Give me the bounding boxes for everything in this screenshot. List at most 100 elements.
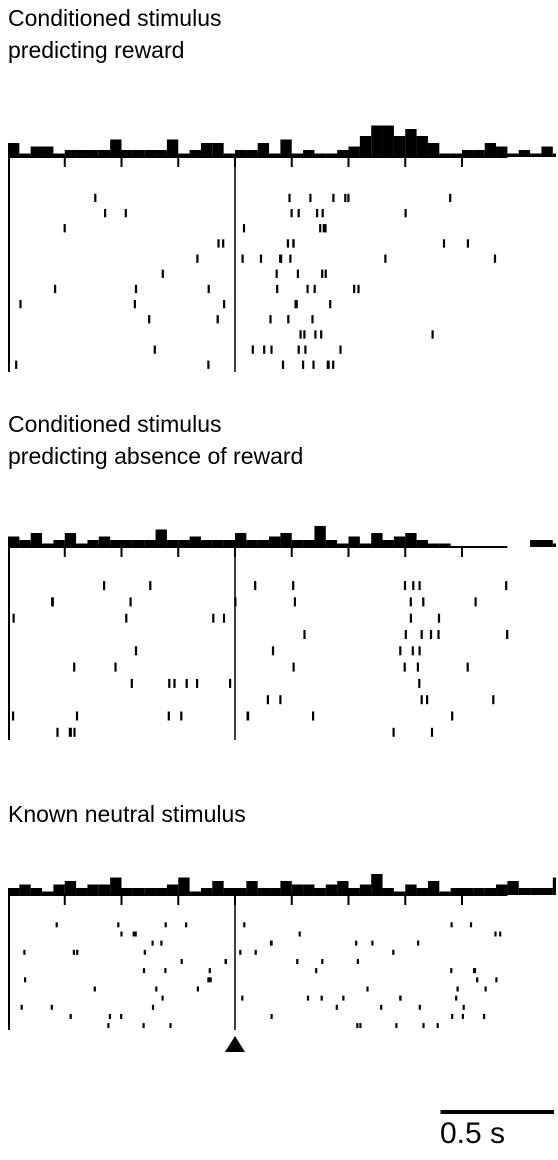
spike-tick <box>483 1014 486 1019</box>
spike-tick <box>222 239 225 248</box>
psth-bar <box>42 891 54 895</box>
spike-tick <box>107 1023 110 1029</box>
spike-tick <box>411 646 414 656</box>
psth-bar <box>30 888 43 895</box>
spike-tick <box>296 269 299 278</box>
spike-tick <box>167 711 170 721</box>
spike-tick <box>69 1014 72 1019</box>
spike-tick <box>148 315 151 324</box>
spike-tick <box>437 613 441 623</box>
spike-tick <box>314 330 317 339</box>
spike-tick <box>120 931 123 937</box>
spike-tick <box>133 300 136 309</box>
spike-tick <box>269 315 272 324</box>
psth-bar <box>382 125 394 157</box>
psth-bar <box>132 150 145 157</box>
spike-tick <box>180 711 183 721</box>
psth-bar <box>348 888 360 895</box>
psth-bar <box>496 146 508 157</box>
spike-tick <box>217 239 220 248</box>
psth-bar <box>325 153 338 157</box>
psth-bar <box>235 888 247 895</box>
psth-bar <box>518 888 531 895</box>
spike-tick <box>281 360 285 369</box>
spike-tick <box>395 1023 398 1029</box>
spike-tick <box>20 1004 23 1010</box>
psth-bar <box>280 139 292 157</box>
spike-tick <box>73 727 76 737</box>
psth-bar <box>155 529 167 547</box>
psth-bar <box>64 881 77 895</box>
spike-tick <box>290 209 293 218</box>
psth-bar <box>530 153 542 157</box>
spike-tick <box>418 1004 421 1010</box>
spike-tick <box>306 995 310 1001</box>
spike-tick <box>371 940 374 946</box>
spike-tick <box>234 597 237 607</box>
spike-tick <box>324 224 327 233</box>
spike-tick <box>469 922 473 928</box>
psth-bar <box>393 136 406 157</box>
spike-tick <box>320 330 323 339</box>
spike-tick <box>495 977 498 983</box>
spike-tick <box>160 940 163 946</box>
psth-bar <box>507 881 519 895</box>
spike-tick <box>143 949 146 955</box>
psth-bar <box>427 881 440 895</box>
psth-bar <box>291 884 304 895</box>
psth-bar <box>189 150 201 157</box>
psth-bar <box>87 884 99 895</box>
spike-tick <box>403 581 407 591</box>
spike-tick <box>342 995 345 1001</box>
spike-tick <box>492 695 495 705</box>
spike-tick <box>54 284 57 294</box>
spike-tick <box>287 315 290 324</box>
spike-tick <box>259 254 263 263</box>
psth-bar <box>314 888 326 895</box>
spike-tick <box>466 662 469 672</box>
spike-tick <box>129 597 132 607</box>
spike-tick <box>270 345 273 354</box>
spike-tick <box>180 959 183 964</box>
psth-bar <box>246 540 258 547</box>
psth-bar <box>98 884 111 895</box>
spike-tick <box>208 968 211 974</box>
spike-tick <box>353 284 356 294</box>
spike-tick <box>420 630 423 639</box>
spike-tick <box>316 209 319 218</box>
psth-bar <box>371 874 383 895</box>
spike-tick <box>450 968 453 974</box>
spike-tick <box>185 922 188 928</box>
stimulus-marker-triangle <box>225 1036 245 1052</box>
spike-tick <box>404 209 407 218</box>
spike-tick <box>429 630 433 639</box>
psth-bar <box>8 143 20 157</box>
spike-tick <box>173 678 176 688</box>
psth-bar <box>371 125 383 157</box>
psth-bar <box>269 153 281 157</box>
spike-tick <box>286 239 289 248</box>
spike-tick <box>303 630 306 639</box>
spike-tick <box>335 1004 338 1010</box>
spike-tick <box>312 711 315 721</box>
psth-bar <box>541 888 553 895</box>
spike-tick <box>466 239 469 248</box>
spike-tick <box>384 254 387 263</box>
spike-tick <box>222 613 226 623</box>
spike-tick <box>430 727 434 737</box>
psth-bar <box>439 153 451 157</box>
psth-bar <box>166 139 179 157</box>
spike-tick <box>293 597 296 607</box>
psth-bar <box>393 891 406 895</box>
spike-tick <box>288 193 291 203</box>
spike-tick <box>94 193 97 203</box>
spike-tick <box>130 678 133 688</box>
spike-tick <box>298 931 301 937</box>
spike-tick <box>322 224 325 233</box>
spike-tick <box>270 1014 273 1019</box>
psth-bar <box>235 150 247 157</box>
spike-tick <box>243 922 246 928</box>
psth-bar <box>42 543 54 547</box>
spike-tick <box>344 193 347 203</box>
spike-tick <box>292 581 295 591</box>
